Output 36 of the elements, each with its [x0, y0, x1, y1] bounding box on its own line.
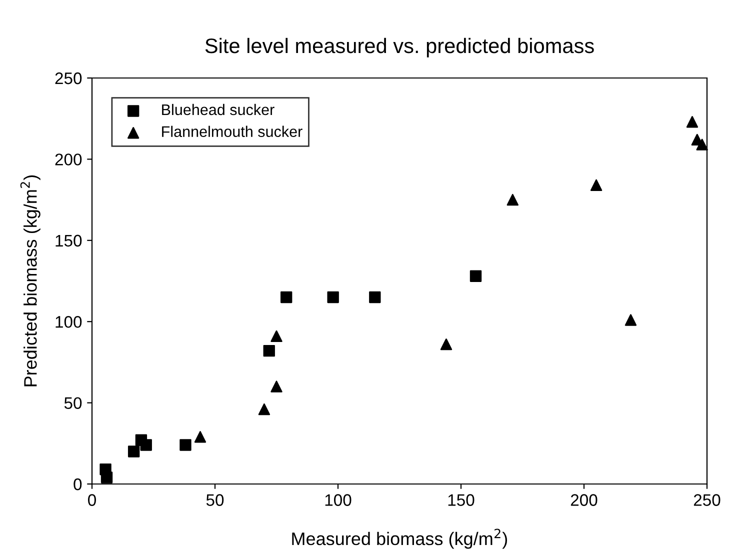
- point: [128, 446, 140, 458]
- y-tick-label: 150: [56, 234, 82, 247]
- point: [100, 472, 113, 484]
- point: [440, 338, 452, 350]
- point: [327, 291, 339, 304]
- x-tick-label: 0: [88, 494, 96, 506]
- y-tick-label: 100: [56, 316, 82, 328]
- y-tick-label: 0: [74, 478, 82, 490]
- point: [258, 403, 270, 416]
- x-tick-label: 50: [206, 494, 224, 506]
- point: [470, 270, 482, 282]
- point: [270, 330, 282, 342]
- point: [263, 344, 275, 357]
- point: [194, 431, 206, 443]
- point: [506, 194, 519, 206]
- x-tick-label: 150: [448, 494, 474, 506]
- chart-title: Site level measured vs. predicted biomass: [205, 38, 594, 58]
- y-tick-label: 200: [55, 154, 82, 166]
- y-tick-label: 50: [64, 397, 82, 410]
- point: [696, 138, 708, 150]
- point: [280, 291, 292, 304]
- point: [624, 314, 637, 326]
- point: [140, 439, 152, 451]
- legend-label: Flannelmouth sucker: [162, 126, 302, 138]
- y-axis-title: Predicted biomass (kg/m$^{2}$): [20, 175, 40, 386]
- point: [686, 116, 698, 128]
- x-axis-title: Measured biomass (kg/m$^{2}$): [292, 528, 508, 549]
- x-tick-label: 250: [694, 494, 720, 506]
- point: [590, 179, 602, 192]
- point: [369, 291, 381, 304]
- point: [180, 439, 192, 451]
- x-tick-label: 100: [325, 494, 352, 506]
- legend-label: Bluehead sucker: [162, 104, 274, 116]
- point: [270, 380, 282, 392]
- x-tick-label: 200: [570, 494, 598, 506]
- y-tick-label: 250: [55, 72, 82, 84]
